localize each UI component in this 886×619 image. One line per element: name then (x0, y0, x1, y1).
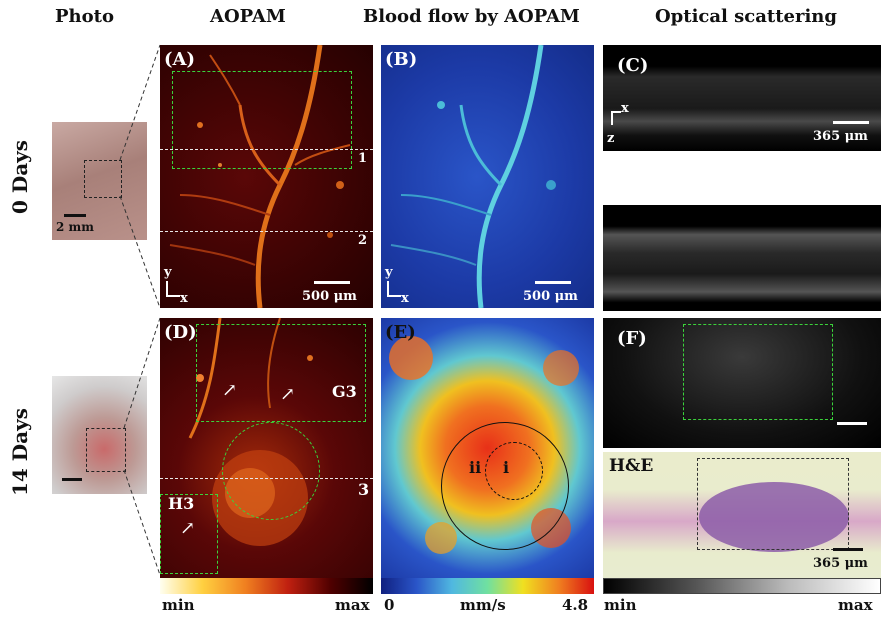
axis-x-label-c: x (621, 101, 629, 116)
header-optical-scattering: Optical scattering (655, 6, 837, 27)
scale-bar-c (833, 121, 869, 124)
colorbar-flow (381, 578, 594, 594)
region-ii-label: ii (469, 458, 482, 477)
tumor-histology (699, 482, 849, 552)
line-3-label: 3 (358, 480, 370, 499)
line-1 (160, 149, 373, 150)
roi-box-f (683, 324, 833, 420)
scale-bar-a (314, 281, 350, 284)
colorbar-flow-max: 4.8 (562, 596, 589, 614)
he-label: H&E (609, 456, 654, 476)
header-blood-flow: Blood flow by AOPAM (363, 6, 580, 27)
axis-y-label-a: y (164, 265, 172, 280)
panel-e-label: (E) (385, 322, 416, 343)
arrow-icon: ↗ (222, 380, 238, 401)
panel-d-aopam-day14: (D) 3 G3 H3 ↗ ↗ ↗ (160, 318, 373, 578)
axis-arrow-c-z (611, 111, 613, 125)
photo-roi-box (84, 160, 122, 198)
roi-box-h (160, 494, 218, 574)
scale-label-he: 365 μm (813, 556, 868, 571)
scale-bar-f (837, 422, 867, 425)
header-aopam: AOPAM (210, 6, 286, 27)
tumor-circle-outer (441, 422, 569, 550)
photo-scale-bar (64, 214, 86, 217)
axis-arrow-b (387, 281, 389, 295)
roi-h-label: H3 (168, 494, 195, 513)
axis-x-label-b: x (401, 291, 409, 306)
vessel-map-a (169, 45, 351, 308)
axis-z-label-c: z (607, 131, 615, 146)
line-2 (160, 231, 373, 232)
panel-b-label: (B) (385, 49, 418, 70)
panel-c-optical-day0-1: (C) x z 365 μm (603, 45, 881, 151)
photo-day0: 2 mm (52, 122, 147, 240)
roi-g-label: G3 (332, 382, 357, 401)
panel-b-blood-flow-day0: (B) y x 500 μm (381, 45, 594, 308)
scale-bar-he (833, 548, 863, 551)
arrow-icon: ↗ (180, 518, 196, 539)
line-3 (160, 478, 373, 479)
colorbar-aopam (160, 578, 373, 594)
flow-map-b (390, 45, 556, 308)
panel-c-optical-day0-2 (603, 205, 881, 311)
colorbar-flow-unit: mm/s (460, 596, 506, 614)
panel-d-label: (D) (164, 322, 197, 343)
photo-day14 (52, 376, 147, 494)
scale-label-a: 500 μm (302, 289, 357, 304)
axis-arrow-a-x (166, 295, 180, 297)
axis-x-label-a: x (180, 291, 188, 306)
header-photo: Photo (55, 6, 114, 27)
panel-f-label: (F) (617, 328, 647, 349)
axis-arrow-c (611, 111, 621, 113)
roi-box-a (172, 71, 352, 169)
tumor-circle-inner (485, 442, 543, 500)
region-i-label: i (503, 458, 510, 477)
line-2-label: 2 (358, 233, 368, 248)
tumor-circle-d (222, 422, 320, 520)
panel-a-aopam-day0: (A) 1 2 y x 500 μm (160, 45, 373, 308)
line-1-label: 1 (358, 151, 368, 166)
panel-c-label: (C) (617, 55, 649, 76)
scale-bar-b (535, 281, 571, 284)
colorbar-optical-max: max (838, 596, 873, 614)
colorbar-aopam-min: min (162, 596, 195, 614)
photo-roi-box-14 (86, 428, 126, 472)
arrow-icon: ↗ (280, 384, 296, 405)
scale-label-b: 500 μm (523, 289, 578, 304)
colorbar-optical (603, 578, 881, 594)
photo-scale-bar-14 (62, 478, 82, 481)
colorbar-aopam-max: max (335, 596, 370, 614)
axis-arrow-b-x (387, 295, 401, 297)
scale-label-c: 365 μm (813, 129, 868, 144)
panel-a-label: (A) (164, 49, 195, 70)
axis-y-label-b: y (385, 265, 393, 280)
colorbar-optical-min: min (604, 596, 637, 614)
photo-scale-label: 2 mm (56, 220, 94, 234)
panel-f-optical-day14: (F) (603, 318, 881, 448)
colorbar-flow-min: 0 (384, 596, 395, 614)
axis-arrow-a (166, 281, 168, 295)
roi-box-g (196, 324, 366, 422)
roi-box-he (697, 458, 849, 550)
panel-e-blood-flow-day14: (E) ii i (381, 318, 594, 578)
panel-he-histology: H&E 365 μm (603, 452, 881, 578)
